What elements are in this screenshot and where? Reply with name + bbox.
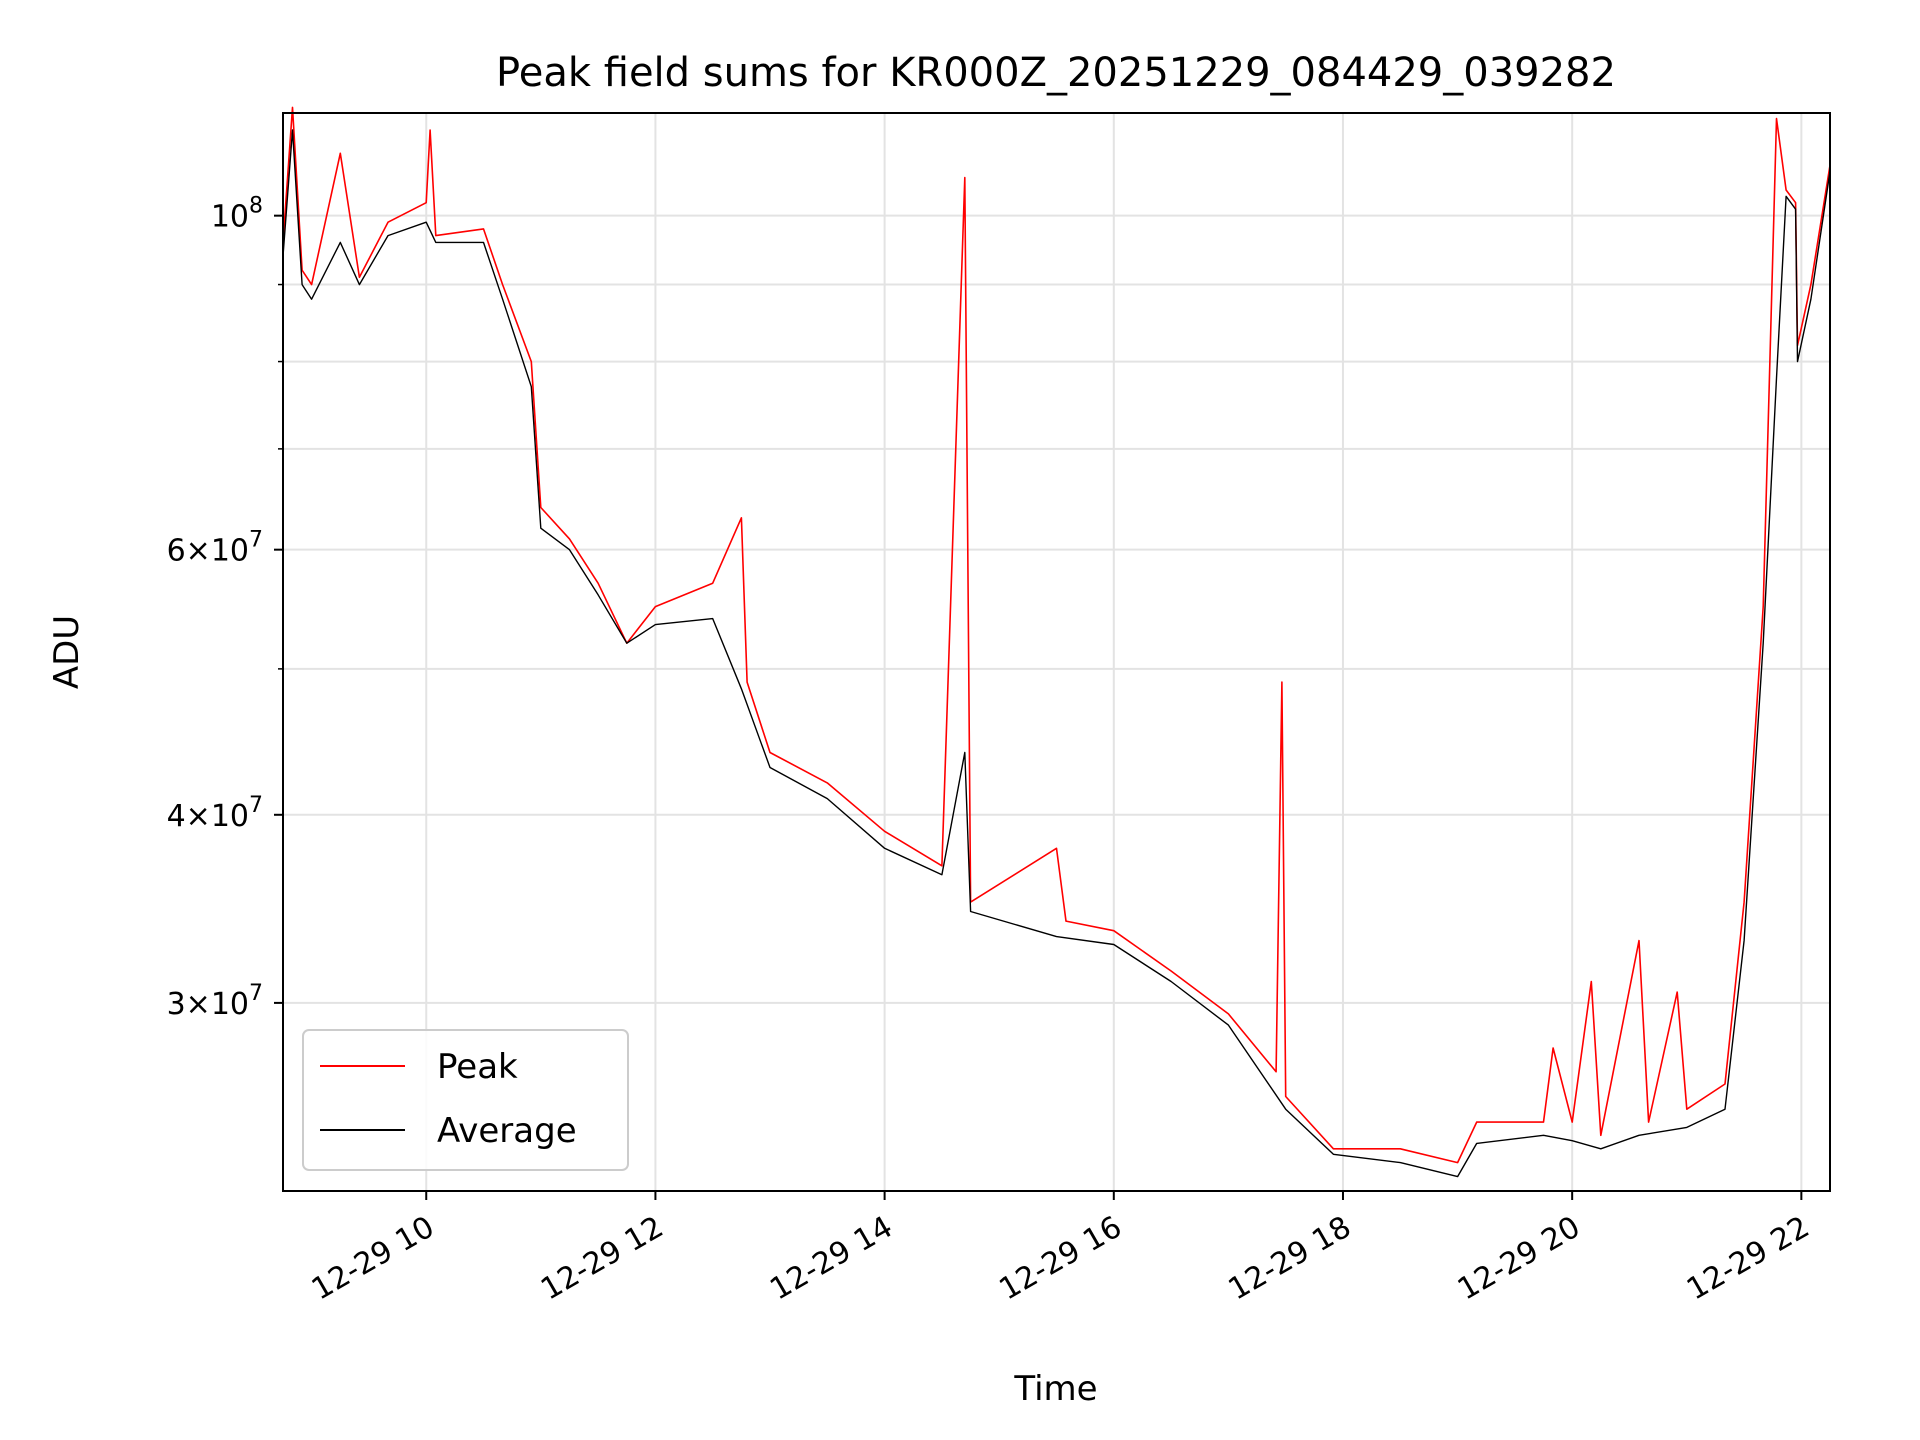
series-layer: [283, 107, 1830, 1176]
y-tick-label: 3×107: [167, 981, 263, 1022]
series-average-line: [283, 130, 1830, 1177]
legend: Peak Average: [303, 1030, 628, 1170]
legend-average-label: Average: [437, 1111, 577, 1151]
x-tick-label: 12-29 14: [764, 1210, 898, 1308]
x-tick-label: 12-29 22: [1681, 1210, 1815, 1308]
y-tick-label: 6×107: [167, 528, 263, 569]
x-tick-label: 12-29 10: [306, 1210, 440, 1308]
x-tick-label: 12-29 18: [1223, 1210, 1357, 1308]
x-tick-label: 12-29 16: [993, 1210, 1127, 1308]
y-tick-label: 108: [211, 194, 263, 235]
x-axis-label: Time: [1013, 1369, 1097, 1409]
chart-title: Peak field sums for KR000Z_20251229_0844…: [496, 50, 1616, 96]
y-tick-label: 4×107: [167, 793, 263, 834]
legend-peak-label: Peak: [437, 1047, 518, 1087]
x-tick-label: 12-29 12: [535, 1210, 669, 1308]
series-peak-line: [283, 107, 1830, 1162]
y-axis-label: ADU: [47, 615, 87, 689]
x-tick-label: 12-29 20: [1452, 1210, 1586, 1308]
